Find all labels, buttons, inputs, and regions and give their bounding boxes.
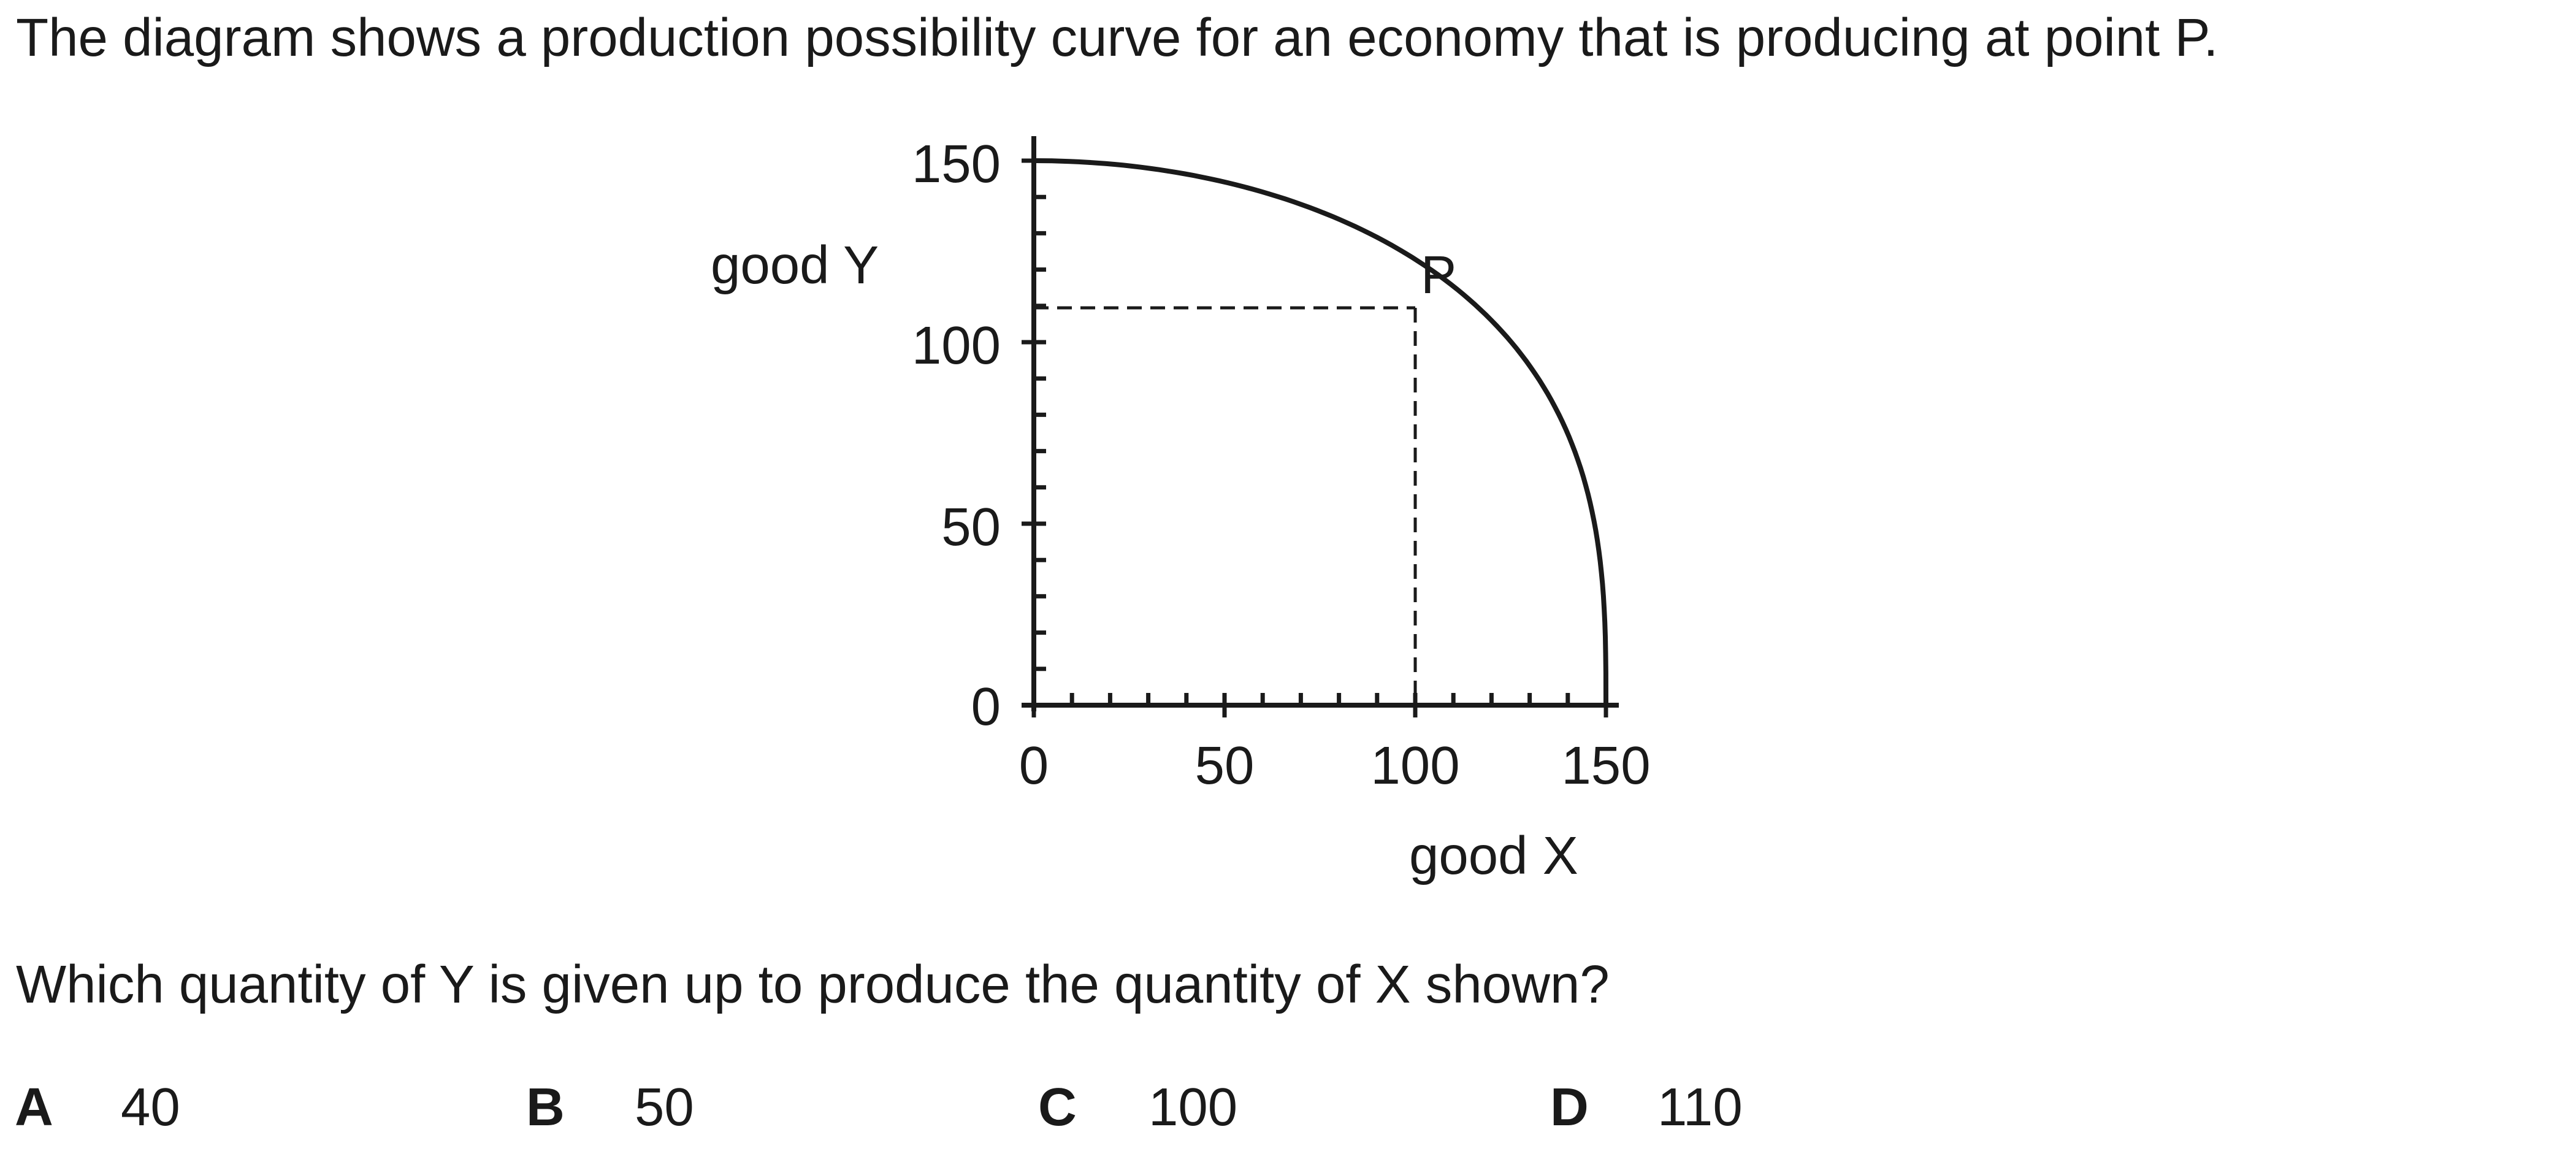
production-possibility-curve [1033, 158, 1608, 706]
option-d-letter: D [1550, 1077, 1589, 1137]
y-tick-label-150: 150 [912, 134, 1001, 194]
x-tick-label-50: 50 [1195, 736, 1255, 795]
option-c-value: 100 [1148, 1077, 1238, 1137]
option-d-value: 110 [1657, 1077, 1743, 1137]
x-tick-label-100: 100 [1370, 736, 1459, 795]
y-tick-label-100: 100 [912, 316, 1001, 375]
option-b-letter: B [526, 1077, 565, 1137]
y-tick-label-0: 0 [971, 677, 1001, 736]
y-tick-label-50: 50 [941, 497, 1001, 557]
option-a-value: 40 [121, 1077, 180, 1137]
x-tick-label-150: 150 [1561, 736, 1650, 795]
option-a-letter: A [15, 1077, 53, 1137]
question-intro: The diagram shows a production possibili… [16, 8, 2219, 67]
question-prompt: Which quantity of Y is given up to produ… [16, 955, 1610, 1014]
x-tick-label-0: 0 [1019, 736, 1049, 795]
point-p-label: P [1421, 245, 1456, 305]
axis-tick-marks [1022, 158, 1608, 717]
option-b-value: 50 [635, 1077, 694, 1137]
x-axis-title: good X [1409, 826, 1578, 885]
y-axis-title: good Y [711, 235, 879, 295]
option-c-letter: C [1038, 1077, 1077, 1137]
